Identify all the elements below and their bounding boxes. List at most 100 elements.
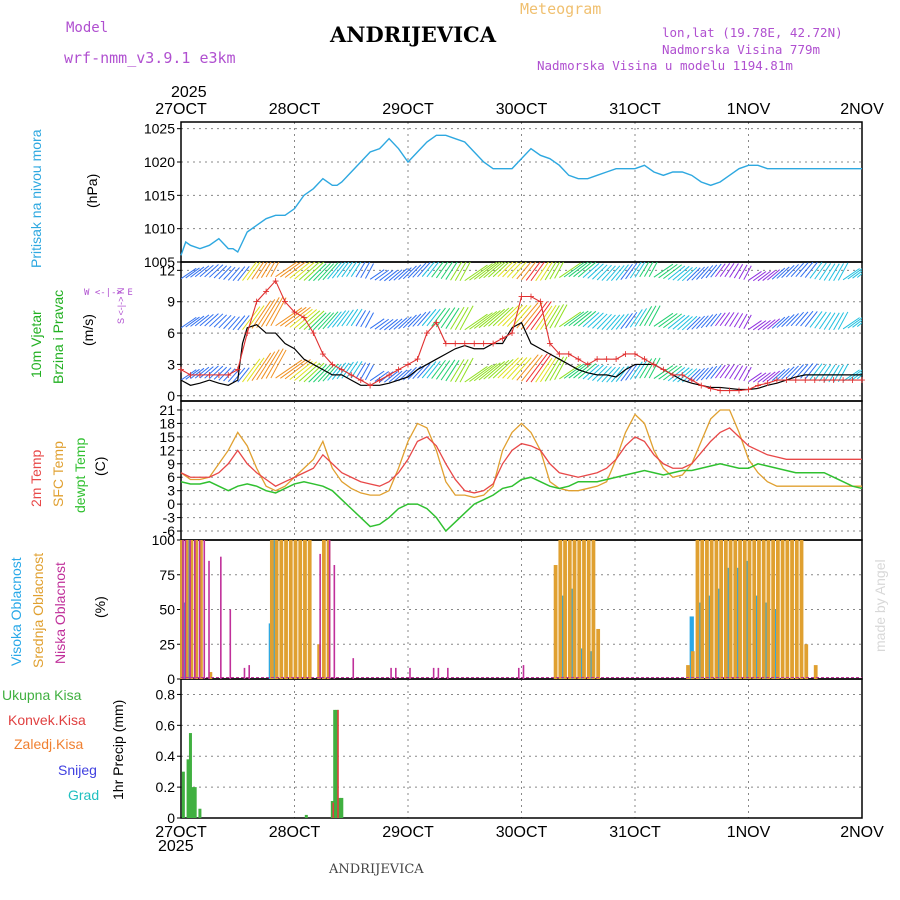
wind-arrow bbox=[681, 266, 698, 282]
wind-arrow bbox=[478, 310, 501, 329]
y-tick-label: 0 bbox=[167, 671, 175, 687]
wind-arrow bbox=[407, 313, 422, 328]
mid-cloud-bar bbox=[307, 540, 312, 679]
precip-total-bar bbox=[198, 808, 202, 818]
wind-gust-marker: + bbox=[773, 373, 780, 387]
mid-cloud-bar bbox=[572, 540, 577, 679]
wind-arrow bbox=[767, 370, 781, 382]
wind-arrow bbox=[644, 262, 654, 277]
wind-arrow bbox=[762, 270, 776, 281]
low-cloud-bar bbox=[517, 667, 520, 679]
wind-arrow bbox=[748, 372, 762, 383]
panel-frame-precip bbox=[180, 678, 863, 819]
wind-arrow bbox=[653, 365, 674, 379]
wind-arrow bbox=[327, 363, 342, 381]
wind-arrow bbox=[733, 264, 744, 279]
wind-arrow bbox=[506, 262, 523, 278]
wind-gust-marker: + bbox=[177, 363, 184, 377]
wind-gust-marker: + bbox=[594, 352, 601, 366]
wind-arrow bbox=[445, 307, 460, 329]
wind-arrow bbox=[804, 311, 818, 327]
wind-arrow bbox=[667, 367, 686, 382]
wind-arrow bbox=[663, 313, 682, 329]
wind-arrow bbox=[535, 357, 553, 383]
wind-arrow bbox=[388, 370, 403, 383]
wind-arrow bbox=[819, 312, 832, 330]
wind-arrow bbox=[530, 353, 552, 383]
mid-cloud-bar bbox=[728, 540, 733, 679]
wind-arrow bbox=[592, 264, 608, 280]
low-cloud-bar bbox=[182, 540, 184, 679]
wind-arrow bbox=[511, 305, 532, 328]
wind-gust-marker: + bbox=[225, 368, 232, 382]
wind-arrow bbox=[426, 262, 440, 278]
precip-total-bar bbox=[330, 801, 334, 818]
wind-arrow bbox=[847, 317, 862, 329]
mid-cloud-bar bbox=[804, 644, 809, 679]
wind-arrow bbox=[790, 262, 804, 278]
wind-arrow bbox=[199, 314, 214, 327]
wind-arrow bbox=[431, 307, 446, 327]
wind-arrow bbox=[577, 310, 597, 327]
wind-arrow bbox=[459, 357, 474, 383]
mid-cloud-bar bbox=[719, 540, 724, 679]
wind-arrow bbox=[856, 273, 862, 278]
wind-arrow bbox=[748, 320, 762, 330]
y-tick-label: 18 bbox=[159, 415, 175, 431]
wind-arrow bbox=[677, 316, 693, 331]
wind-arrow bbox=[199, 264, 214, 278]
precip-total-bar bbox=[304, 814, 308, 818]
wind-arrow bbox=[360, 262, 371, 278]
dewpt-temp-line bbox=[180, 462, 863, 533]
wind-arrow bbox=[308, 364, 327, 383]
wind-arrow bbox=[644, 305, 657, 327]
wind-arrow bbox=[346, 262, 358, 277]
wind-arrow bbox=[275, 359, 303, 379]
wind-arrow bbox=[313, 262, 331, 282]
wind-arrow bbox=[265, 296, 284, 327]
wind-arrow bbox=[658, 313, 678, 328]
wind-gust-marker: + bbox=[764, 376, 771, 390]
wind-arrow bbox=[181, 267, 197, 280]
wind-arrow bbox=[719, 312, 731, 327]
wind-arrow bbox=[384, 371, 398, 383]
y-tick-label: 3 bbox=[167, 483, 175, 499]
low-cloud-bar bbox=[447, 667, 449, 679]
y-tick-label: 12 bbox=[159, 262, 175, 278]
wind-arrow bbox=[464, 366, 488, 383]
wind-gust-marker: + bbox=[187, 368, 194, 382]
wind-gust-marker: + bbox=[802, 373, 809, 387]
wind-arrow bbox=[421, 361, 437, 379]
wind-arrow bbox=[549, 304, 564, 329]
y-tick-label: 0 bbox=[167, 496, 175, 512]
wind-arrow bbox=[242, 262, 258, 281]
wind-arrow bbox=[625, 311, 638, 329]
footer-station: ANDRIJEVICA bbox=[329, 862, 424, 877]
wind-arrow bbox=[606, 314, 621, 331]
y-tick-label: 9 bbox=[167, 294, 175, 310]
precip-conv-bar bbox=[337, 709, 339, 818]
mid-cloud-bar bbox=[723, 540, 728, 679]
wind-arrow bbox=[809, 363, 823, 380]
wind-arrow bbox=[544, 357, 560, 382]
wind-arrow bbox=[667, 314, 686, 329]
wind-arrow bbox=[776, 266, 790, 279]
wind-arrow bbox=[592, 313, 608, 329]
wind-arrow bbox=[563, 363, 585, 379]
pressure-line bbox=[180, 134, 862, 256]
wind-gust-marker: + bbox=[414, 352, 421, 366]
wind-arrow bbox=[374, 269, 389, 281]
wind-arrow bbox=[743, 265, 752, 280]
wind-arrow bbox=[469, 312, 493, 330]
wind-arrow bbox=[568, 310, 589, 327]
wind-arrow bbox=[648, 357, 661, 379]
x-tick-label-top: 29OCT bbox=[382, 101, 434, 118]
panel-frame-pressure bbox=[180, 121, 863, 263]
y-tick-label: -3 bbox=[163, 510, 176, 526]
low-cloud-bar bbox=[208, 560, 210, 679]
wind-arrow bbox=[620, 313, 633, 330]
wind-arrow bbox=[521, 302, 543, 330]
wind-arrow bbox=[251, 300, 272, 329]
wind-arrow bbox=[289, 308, 313, 328]
precip-legend-total: Ukupna Kisa bbox=[2, 687, 82, 703]
